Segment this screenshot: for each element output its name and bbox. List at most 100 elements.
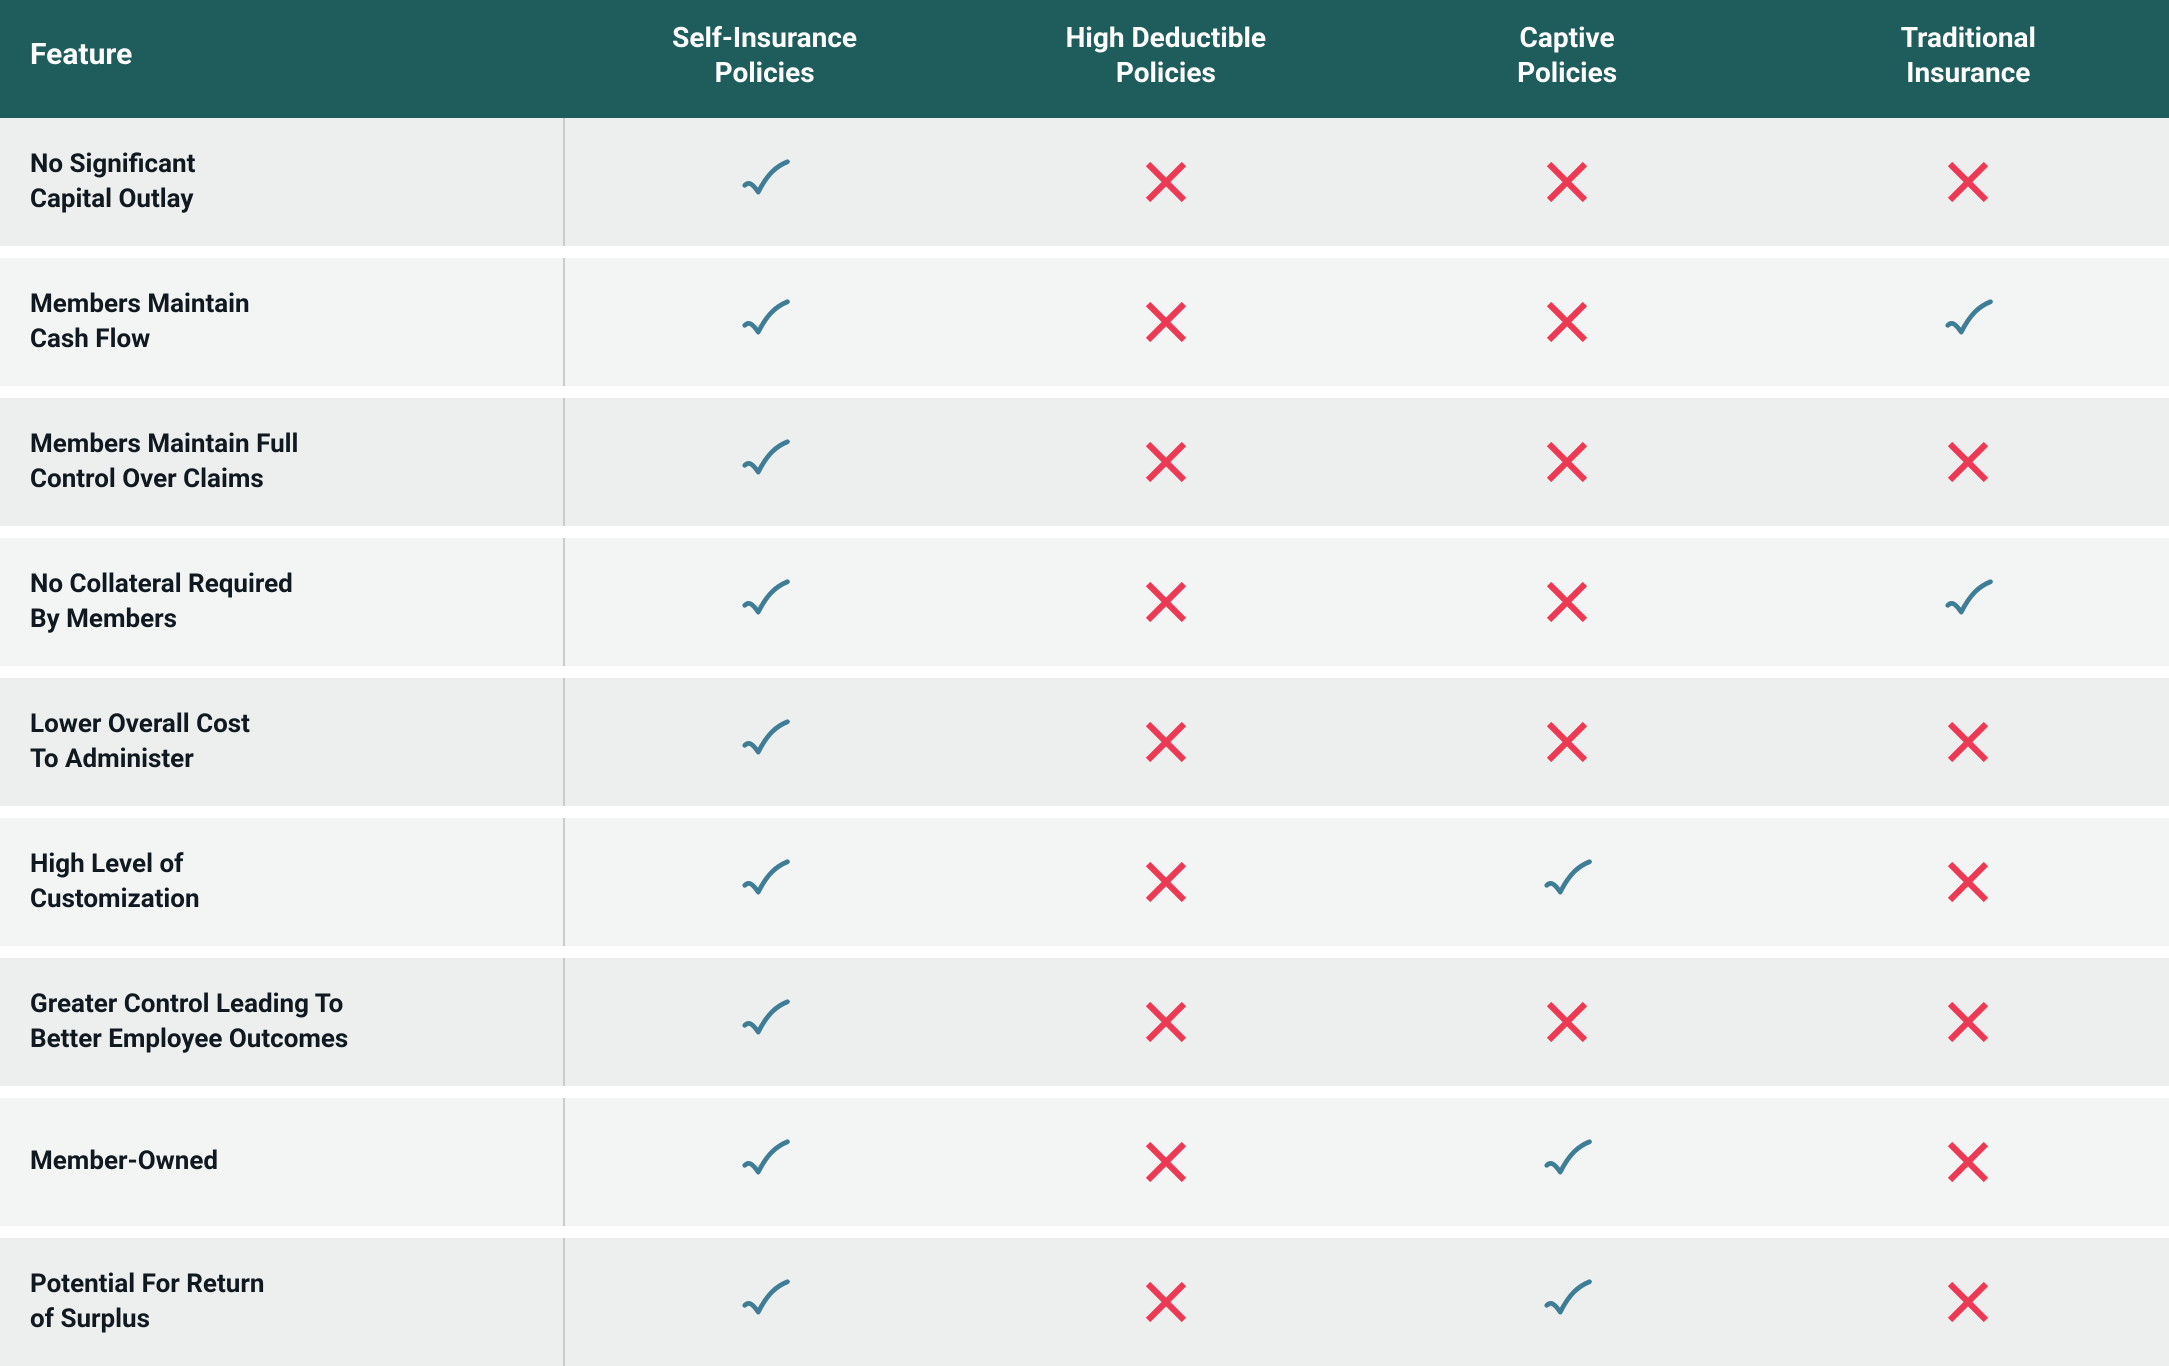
table-header: Feature Self-InsurancePolicies High Dedu…: [0, 0, 2169, 118]
row-gap: [0, 1226, 2169, 1238]
cross-icon: [1139, 1011, 1193, 1030]
cross-icon: [1941, 171, 1995, 190]
check-icon: [738, 1291, 792, 1310]
check-icon: [738, 451, 792, 470]
value-cell: [1768, 678, 2169, 806]
table-row: Member-Owned: [0, 1098, 2169, 1226]
comparison-table-container: Feature Self-InsurancePolicies High Dedu…: [0, 0, 2169, 1366]
cross-icon: [1139, 1291, 1193, 1310]
header-cell-self-insurance: Self-InsurancePolicies: [564, 0, 965, 118]
value-cell: [564, 678, 965, 806]
cross-icon: [1941, 1011, 1995, 1030]
check-icon: [738, 1151, 792, 1170]
value-cell: [564, 398, 965, 526]
feature-label: Member-Owned: [0, 1098, 564, 1226]
cross-icon: [1139, 871, 1193, 890]
feature-label: Members Maintain FullControl Over Claims: [0, 398, 564, 526]
header-cell-traditional: TraditionalInsurance: [1768, 0, 2169, 118]
value-cell: [1366, 818, 1767, 946]
value-cell: [1366, 678, 1767, 806]
row-gap: [0, 1086, 2169, 1098]
cross-icon: [1540, 731, 1594, 750]
value-cell: [965, 1238, 1366, 1366]
cross-icon: [1139, 171, 1193, 190]
header-cell-high-deductible: High DeductiblePolicies: [965, 0, 1366, 118]
value-cell: [1366, 1238, 1767, 1366]
cross-icon: [1540, 451, 1594, 470]
feature-label: Lower Overall CostTo Administer: [0, 678, 564, 806]
cross-icon: [1941, 1151, 1995, 1170]
feature-label: Members MaintainCash Flow: [0, 258, 564, 386]
value-cell: [965, 678, 1366, 806]
feature-label: High Level ofCustomization: [0, 818, 564, 946]
cross-icon: [1540, 171, 1594, 190]
value-cell: [1768, 1238, 2169, 1366]
header-cell-captive: CaptivePolicies: [1366, 0, 1767, 118]
cross-icon: [1540, 591, 1594, 610]
value-cell: [965, 818, 1366, 946]
value-cell: [965, 958, 1366, 1086]
check-icon: [1941, 591, 1995, 610]
table-row: No SignificantCapital Outlay: [0, 118, 2169, 246]
table-row: High Level ofCustomization: [0, 818, 2169, 946]
row-gap: [0, 386, 2169, 398]
table-row: Members Maintain FullControl Over Claims: [0, 398, 2169, 526]
check-icon: [738, 171, 792, 190]
table-row: No Collateral RequiredBy Members: [0, 538, 2169, 666]
comparison-table: Feature Self-InsurancePolicies High Dedu…: [0, 0, 2169, 1366]
value-cell: [564, 118, 965, 246]
cross-icon: [1941, 451, 1995, 470]
value-cell: [1366, 958, 1767, 1086]
feature-label: No Collateral RequiredBy Members: [0, 538, 564, 666]
check-icon: [1941, 311, 1995, 330]
value-cell: [1366, 1098, 1767, 1226]
table-row: Members MaintainCash Flow: [0, 258, 2169, 386]
value-cell: [564, 818, 965, 946]
feature-label: Greater Control Leading ToBetter Employe…: [0, 958, 564, 1086]
value-cell: [1366, 118, 1767, 246]
cross-icon: [1139, 311, 1193, 330]
check-icon: [1540, 1291, 1594, 1310]
feature-label: Potential For Returnof Surplus: [0, 1238, 564, 1366]
value-cell: [564, 538, 965, 666]
value-cell: [1768, 118, 2169, 246]
check-icon: [738, 1011, 792, 1030]
value-cell: [965, 118, 1366, 246]
row-gap: [0, 946, 2169, 958]
cross-icon: [1540, 1011, 1594, 1030]
header-cell-feature: Feature: [0, 0, 564, 118]
value-cell: [564, 1098, 965, 1226]
cross-icon: [1139, 451, 1193, 470]
value-cell: [1768, 258, 2169, 386]
value-cell: [1366, 538, 1767, 666]
value-cell: [965, 1098, 1366, 1226]
value-cell: [1366, 398, 1767, 526]
value-cell: [564, 958, 965, 1086]
check-icon: [738, 731, 792, 750]
value-cell: [1768, 538, 2169, 666]
value-cell: [965, 258, 1366, 386]
table-row: Greater Control Leading ToBetter Employe…: [0, 958, 2169, 1086]
value-cell: [1768, 958, 2169, 1086]
check-icon: [1540, 871, 1594, 890]
table-row: Potential For Returnof Surplus: [0, 1238, 2169, 1366]
table-body: No SignificantCapital OutlayMembers Main…: [0, 118, 2169, 1366]
feature-label: No SignificantCapital Outlay: [0, 118, 564, 246]
table-row: Lower Overall CostTo Administer: [0, 678, 2169, 806]
cross-icon: [1941, 871, 1995, 890]
check-icon: [1540, 1151, 1594, 1170]
row-gap: [0, 806, 2169, 818]
row-gap: [0, 666, 2169, 678]
value-cell: [1768, 1098, 2169, 1226]
cross-icon: [1941, 731, 1995, 750]
value-cell: [1366, 258, 1767, 386]
value-cell: [965, 538, 1366, 666]
cross-icon: [1139, 1151, 1193, 1170]
header-row: Feature Self-InsurancePolicies High Dedu…: [0, 0, 2169, 118]
value-cell: [1768, 398, 2169, 526]
value-cell: [564, 258, 965, 386]
check-icon: [738, 591, 792, 610]
value-cell: [965, 398, 1366, 526]
row-gap: [0, 526, 2169, 538]
cross-icon: [1139, 731, 1193, 750]
